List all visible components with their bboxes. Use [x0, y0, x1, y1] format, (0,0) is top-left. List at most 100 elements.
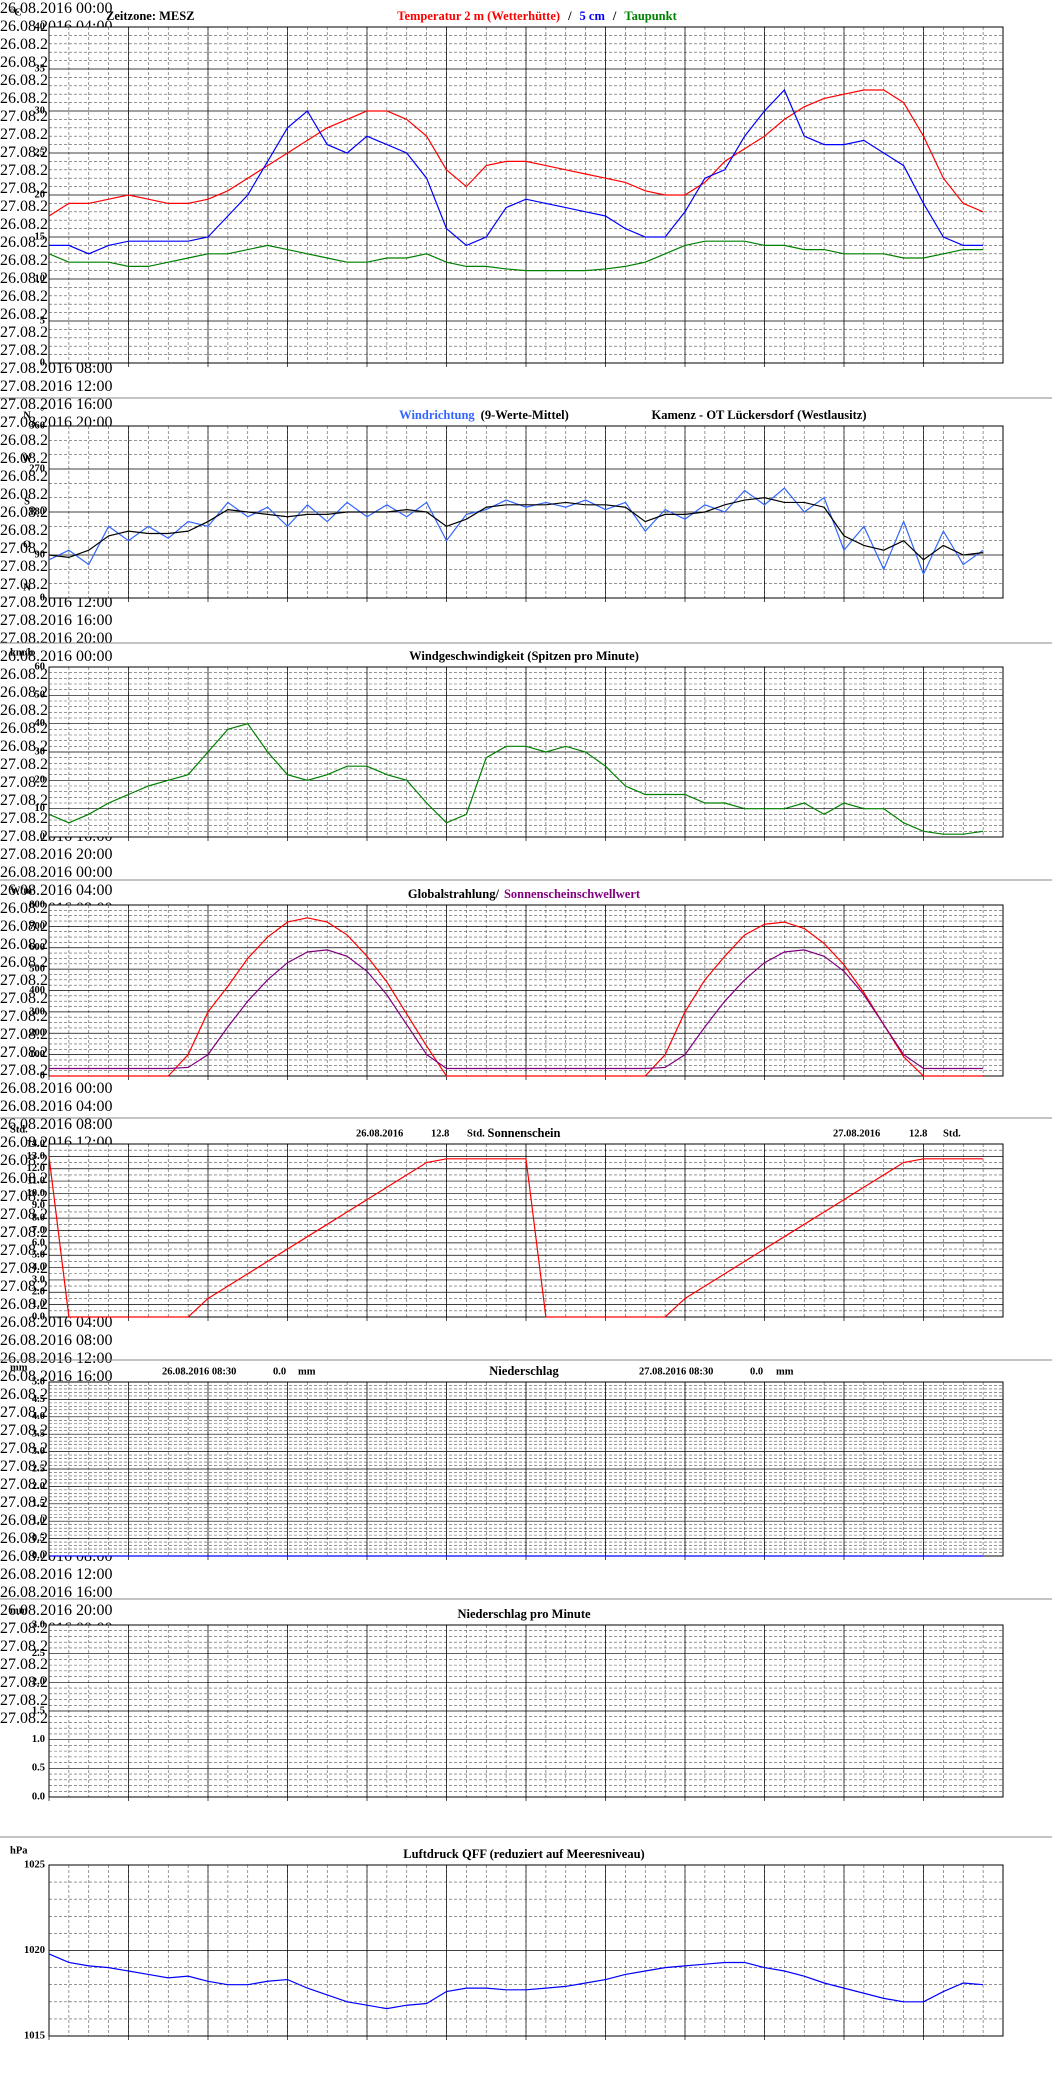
y-tick-label: 2.0 [32, 1287, 45, 1298]
axis-unit: ° [40, 406, 44, 417]
x-tick-label: 26.08.2016 00:00 [0, 648, 113, 665]
y-tick-label: 25 [35, 147, 46, 158]
y-tick-label: 180 [29, 506, 45, 517]
y-tick-label: 60 [35, 661, 46, 672]
x-tick-label: 26.08.2016 00:00 [0, 1080, 113, 1097]
x-tick-label: 27.08.2016 12:00 [0, 378, 113, 395]
chart-title: Sonnenschein [488, 1126, 561, 1140]
x-tick-label: 26.08.2016 08:00 [0, 1116, 113, 1133]
y-tick-label: 3.0 [32, 1619, 45, 1630]
legend: Globalstrahlung/ Sonnenscheinschwellwert [408, 887, 641, 901]
total-date: 27.08.2016 [833, 1128, 880, 1139]
data-line [48, 89, 984, 217]
y-tick-label: 0.0 [32, 1791, 45, 1802]
x-tick-label: 26.08.2016 04:00 [0, 882, 113, 899]
x-tick-label: 27.08.2016 16:00 [0, 396, 113, 413]
x-tick-label: 26.08.2016 12:00 [0, 1350, 113, 1367]
data-line [48, 1156, 984, 1318]
axis-unit: °C [10, 7, 22, 18]
data-line [49, 88, 984, 255]
y-tick-label: 4.0 [32, 1262, 45, 1273]
y-tick-label: 2.5 [32, 1648, 45, 1659]
y-tick-label: 35 [35, 63, 46, 74]
plot-border [48, 1143, 1004, 1318]
y-tick-label: 600 [29, 942, 45, 953]
y-tick-label: 9.0 [32, 1200, 45, 1211]
total-value: 0.0 [750, 1366, 763, 1377]
y-tick-label: 30 [35, 746, 46, 757]
x-tick-label: 26.08.2016 00:00 [0, 864, 113, 881]
legend-entry: Sonnenscheinschwellwert [504, 887, 641, 901]
y-tick-label: 2.0 [32, 1481, 45, 1492]
x-tick-label: 26.08.2016 16:00 [0, 1368, 113, 1385]
y-tick-label: 4.5 [32, 1394, 45, 1405]
y-tick-label: 0 [40, 357, 45, 368]
y-tick-label: 1025 [24, 1859, 45, 1870]
y-tick-label: 12.0 [27, 1163, 45, 1174]
y-tick-label: 100 [29, 1049, 45, 1060]
y-tick-label: 800 [29, 899, 45, 910]
data-line [49, 949, 984, 1070]
y-tick-label: 3.0 [32, 1274, 45, 1285]
compass-label: N [23, 582, 31, 593]
x-tick-label: 26.08.2016 20:00 [0, 1602, 113, 1619]
y-tick-label: 14.0 [27, 1138, 45, 1149]
data-line [48, 240, 984, 272]
x-tick-label: 26.08.2016 04:00 [0, 1314, 113, 1331]
y-tick-label: 4.0 [32, 1411, 45, 1422]
y-tick-label: 5.0 [32, 1376, 45, 1387]
x-tick-label: 27.08.2016 08:00 [0, 360, 113, 377]
axis-unit: mm [10, 1605, 28, 1616]
data-line [49, 917, 984, 1077]
x-tick-label: 26.08.2016 12:00 [0, 1566, 113, 1583]
y-tick-label: 0 [40, 592, 45, 603]
y-tick-label: 300 [29, 1006, 45, 1017]
y-tick-label: 360 [29, 420, 45, 431]
y-tick-label: 90 [35, 549, 46, 560]
y-tick-label: 0 [40, 831, 45, 842]
data-line [48, 722, 984, 835]
chart-title: Luftdruck QFF (reduziert auf Meeresnivea… [403, 1847, 644, 1861]
legend: Temperatur 2 m (Wetterhütte) / 5 cm / Taupun… [397, 9, 677, 23]
y-tick-label: 1.0 [32, 1734, 45, 1745]
total-unit: Std. [467, 1128, 485, 1139]
chart-title: Windgeschwindigkeit (Spitzen pro Minute) [409, 649, 639, 663]
y-tick-label: 1.0 [32, 1299, 45, 1310]
data-line [48, 487, 984, 576]
y-tick-label: 1.5 [32, 1498, 45, 1509]
x-tick-label: 26.08.2016 08:00 [0, 1332, 113, 1349]
y-tick-label: 0.0 [32, 1311, 45, 1322]
plot-border [48, 1624, 1004, 1798]
legend-entry: Globalstrahlung [408, 887, 496, 901]
total-value: 12.8 [431, 1128, 449, 1139]
x-tick-label: 27.08.2016 20:00 [0, 846, 113, 863]
compass-label: O [23, 539, 31, 550]
y-tick-label: 2.0 [32, 1677, 45, 1688]
y-tick-label: 13.0 [27, 1151, 45, 1162]
y-tick-label: 1.5 [32, 1705, 45, 1716]
y-tick-label: 5.0 [32, 1250, 45, 1261]
y-tick-label: 40 [35, 718, 46, 729]
y-tick-label: 3.0 [32, 1446, 45, 1457]
axis-unit: mm [10, 1362, 28, 1373]
y-tick-label: 0.5 [32, 1763, 45, 1774]
legend-separator: / [494, 887, 499, 901]
x-tick-label: 26.08.2016 16:00 [0, 1584, 113, 1601]
y-tick-label: 10.0 [27, 1188, 45, 1199]
legend-separator: / [567, 9, 572, 23]
total-unit: mm [298, 1366, 316, 1377]
data-line [48, 497, 984, 561]
y-tick-label: 40 [35, 21, 46, 32]
x-tick-label: 27.08.2016 16:00 [0, 612, 113, 629]
plot-border [48, 666, 1004, 838]
axis-unit: Std. [10, 1124, 28, 1135]
chart-title: Niederschlag [489, 1364, 559, 1378]
legend: Windrichtung (9-Werte-Mittel) [399, 408, 569, 422]
y-tick-label: 20 [35, 189, 46, 200]
y-tick-label: 3.5 [32, 1429, 45, 1440]
annotation: Zeitzone: MESZ [106, 9, 195, 23]
total-value: 12.8 [909, 1128, 927, 1139]
x-tick-label: 26.08.2016 00:00 [0, 0, 113, 17]
